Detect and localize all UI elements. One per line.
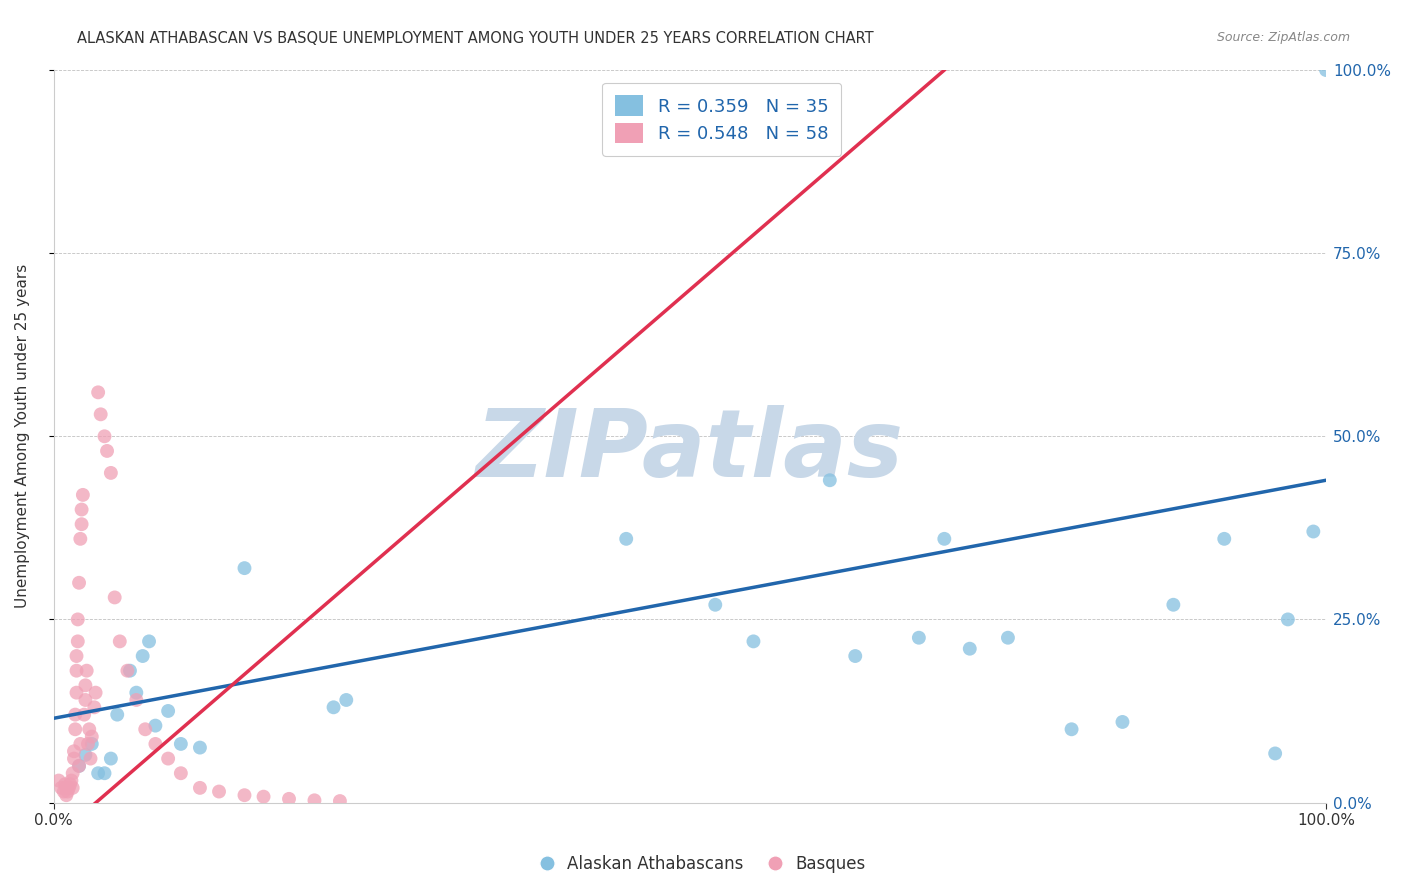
Point bbox=[80, 737, 103, 751]
Point bbox=[60, 773, 83, 788]
Point bbox=[145, 737, 167, 751]
Point bbox=[188, 740, 211, 755]
Point bbox=[72, 488, 94, 502]
Point bbox=[76, 664, 98, 678]
Text: ZIPatlas: ZIPatlas bbox=[475, 405, 904, 497]
Point bbox=[959, 641, 981, 656]
Legend: Alaskan Athabascans, Basques: Alaskan Athabascans, Basques bbox=[534, 848, 872, 880]
Point bbox=[1302, 524, 1324, 539]
Point bbox=[742, 634, 765, 648]
Point bbox=[66, 612, 89, 626]
Point bbox=[105, 707, 128, 722]
Point bbox=[233, 788, 256, 802]
Point bbox=[70, 502, 93, 516]
Point bbox=[145, 718, 167, 732]
Point bbox=[56, 784, 79, 798]
Point bbox=[1277, 612, 1299, 626]
Point bbox=[908, 631, 931, 645]
Point bbox=[96, 444, 118, 458]
Point bbox=[75, 693, 97, 707]
Point bbox=[77, 737, 100, 751]
Point bbox=[77, 723, 100, 737]
Point bbox=[188, 780, 211, 795]
Point bbox=[138, 634, 160, 648]
Point bbox=[87, 385, 110, 400]
Point bbox=[66, 634, 89, 648]
Point bbox=[65, 723, 87, 737]
Point bbox=[117, 664, 139, 678]
Point bbox=[100, 466, 122, 480]
Point bbox=[67, 759, 90, 773]
Point bbox=[62, 766, 84, 780]
Point bbox=[1264, 747, 1286, 761]
Point bbox=[125, 686, 148, 700]
Point bbox=[329, 794, 352, 808]
Point bbox=[73, 707, 96, 722]
Point bbox=[997, 631, 1019, 645]
Point bbox=[65, 648, 87, 663]
Point bbox=[83, 700, 105, 714]
Text: Source: ZipAtlas.com: Source: ZipAtlas.com bbox=[1216, 31, 1350, 45]
Point bbox=[79, 751, 101, 765]
Point bbox=[51, 780, 73, 795]
Point bbox=[335, 693, 357, 707]
Point bbox=[75, 678, 97, 692]
Point bbox=[75, 747, 97, 762]
Point bbox=[844, 648, 866, 663]
Point bbox=[62, 780, 84, 795]
Point bbox=[52, 784, 75, 798]
Text: ALASKAN ATHABASCAN VS BASQUE UNEMPLOYMENT AMONG YOUTH UNDER 25 YEARS CORRELATION: ALASKAN ATHABASCAN VS BASQUE UNEMPLOYMEN… bbox=[77, 31, 875, 46]
Point bbox=[278, 792, 301, 806]
Point bbox=[69, 737, 91, 751]
Point bbox=[134, 723, 156, 737]
Point bbox=[108, 634, 131, 648]
Point bbox=[65, 707, 87, 722]
Point bbox=[93, 429, 115, 443]
Point bbox=[55, 780, 77, 795]
Point bbox=[157, 704, 180, 718]
Point bbox=[818, 473, 841, 487]
Point bbox=[170, 737, 193, 751]
Point bbox=[65, 686, 87, 700]
Point bbox=[63, 744, 86, 758]
Point bbox=[67, 575, 90, 590]
Y-axis label: Unemployment Among Youth under 25 years: Unemployment Among Youth under 25 years bbox=[15, 264, 30, 608]
Point bbox=[70, 517, 93, 532]
Point bbox=[704, 598, 727, 612]
Point bbox=[157, 751, 180, 765]
Point bbox=[87, 766, 110, 780]
Point bbox=[131, 648, 153, 663]
Point bbox=[59, 777, 82, 791]
Point bbox=[48, 773, 70, 788]
Point bbox=[69, 532, 91, 546]
Point bbox=[118, 664, 141, 678]
Legend: R = 0.359   N = 35, R = 0.548   N = 58: R = 0.359 N = 35, R = 0.548 N = 58 bbox=[602, 83, 841, 156]
Point bbox=[93, 766, 115, 780]
Point bbox=[1060, 723, 1083, 737]
Point bbox=[90, 407, 112, 421]
Point bbox=[170, 766, 193, 780]
Point bbox=[934, 532, 956, 546]
Point bbox=[80, 730, 103, 744]
Point bbox=[84, 686, 107, 700]
Point bbox=[233, 561, 256, 575]
Point bbox=[304, 793, 326, 807]
Point bbox=[104, 591, 127, 605]
Point bbox=[614, 532, 637, 546]
Point bbox=[63, 751, 86, 765]
Point bbox=[1315, 63, 1337, 78]
Point bbox=[67, 759, 90, 773]
Point bbox=[58, 780, 80, 795]
Point bbox=[1163, 598, 1185, 612]
Point bbox=[65, 664, 87, 678]
Point bbox=[55, 788, 77, 802]
Point bbox=[322, 700, 344, 714]
Point bbox=[53, 777, 76, 791]
Point bbox=[125, 693, 148, 707]
Point bbox=[252, 789, 274, 804]
Point bbox=[1111, 714, 1133, 729]
Point bbox=[100, 751, 122, 765]
Point bbox=[1213, 532, 1236, 546]
Point bbox=[208, 784, 231, 798]
